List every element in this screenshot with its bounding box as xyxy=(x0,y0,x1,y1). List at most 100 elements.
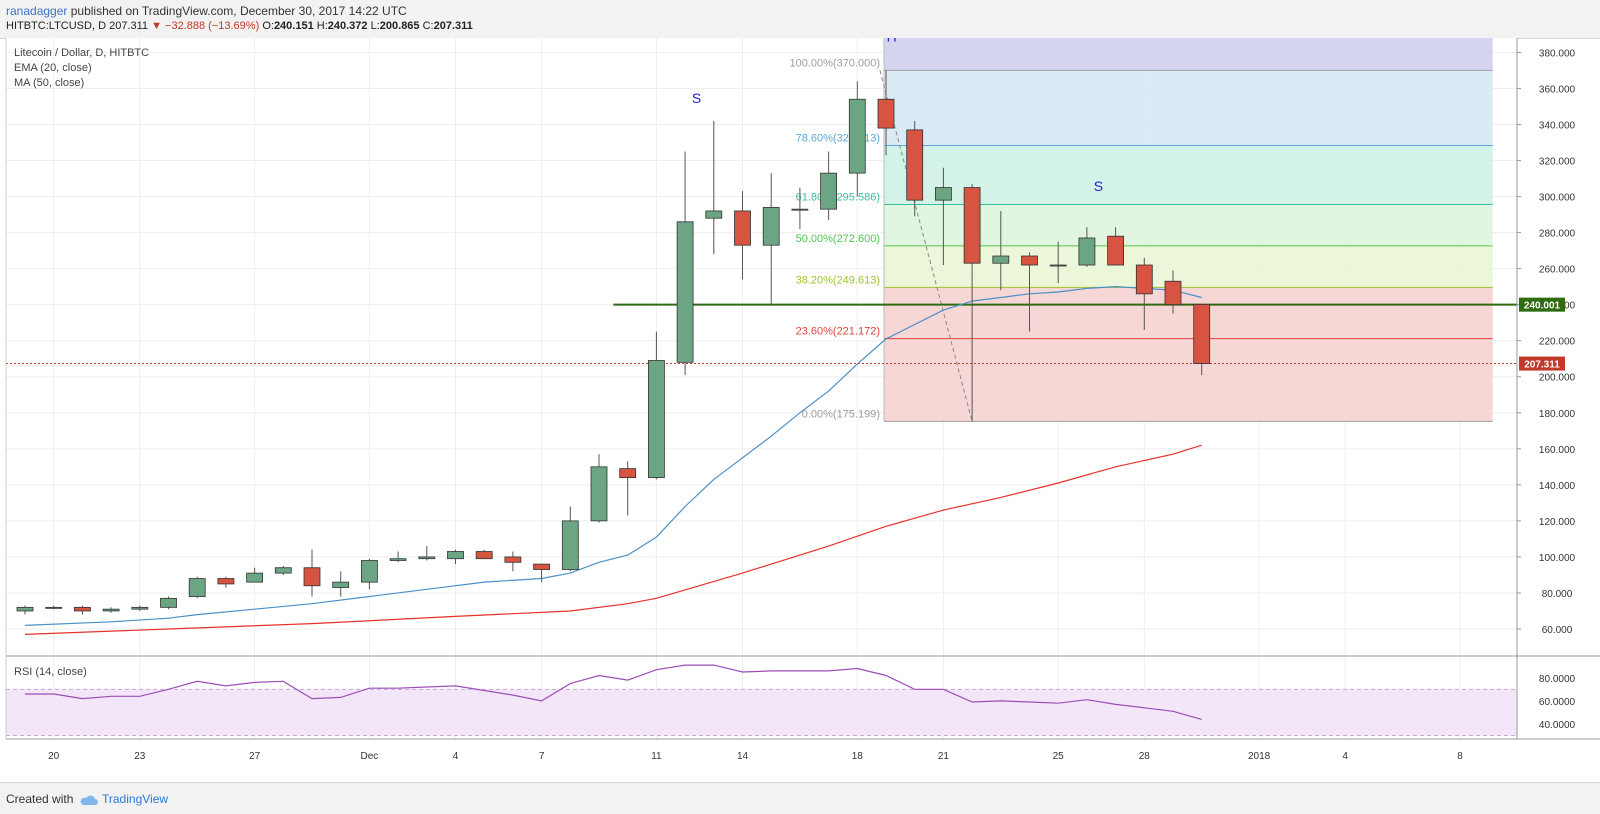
y-tick-label: 180.000 xyxy=(1539,409,1576,420)
candle-body xyxy=(619,468,637,479)
y-tick-label: 200.000 xyxy=(1539,373,1576,384)
candle xyxy=(648,331,665,480)
symbol-name: HITBTC:LTCUSD, D xyxy=(6,20,107,32)
candle xyxy=(935,167,952,266)
tradingview-brand: TradingView xyxy=(102,792,169,806)
y-tick-label: 340.000 xyxy=(1539,120,1576,131)
candle-body xyxy=(561,520,579,570)
candle xyxy=(74,605,91,615)
candle xyxy=(561,506,579,572)
fib-level-label: 61.80%(295.586) xyxy=(796,192,880,204)
candle xyxy=(820,151,837,220)
fib-zone xyxy=(884,204,1493,246)
last-price-value: 207.311 xyxy=(109,20,149,32)
y-tick-label: 320.000 xyxy=(1539,157,1576,168)
y-tick-label: 280.000 xyxy=(1539,229,1576,240)
candle xyxy=(131,605,149,611)
candle xyxy=(246,567,264,583)
candle xyxy=(217,576,235,588)
last-price-tag-bg xyxy=(1519,356,1565,371)
candle-body xyxy=(1107,235,1124,266)
symbol-quote-line: HITBTC:LTCUSD, D 207.311 ▼ −32.888 (−13.… xyxy=(6,20,473,32)
candle-body xyxy=(303,567,321,587)
candle xyxy=(533,563,550,583)
y-tick-label: 260.000 xyxy=(1539,265,1576,276)
ema-legend[interactable]: EMA (20, close) xyxy=(14,62,92,74)
chart-legend: Litecoin / Dollar, D, HITBTC EMA (20, cl… xyxy=(14,46,149,91)
candle-body xyxy=(188,578,206,597)
y-tick-label: 220.000 xyxy=(1539,337,1576,348)
candle-body xyxy=(1164,280,1182,306)
candle-body xyxy=(160,597,177,608)
candle xyxy=(303,549,321,597)
author-link[interactable]: ranadagger xyxy=(6,4,68,18)
candle-body xyxy=(102,608,120,612)
candle-body xyxy=(877,98,895,129)
y-tick-label: 120.000 xyxy=(1539,517,1576,528)
candle xyxy=(160,596,177,610)
x-tick-label: 18 xyxy=(852,751,864,762)
x-tick-label: 20 xyxy=(48,751,60,762)
candle-body xyxy=(131,606,149,610)
ema20-line xyxy=(24,285,1202,626)
x-tick-label: 4 xyxy=(453,751,459,762)
candle xyxy=(447,549,464,565)
candle xyxy=(1049,241,1067,284)
candle xyxy=(389,551,407,563)
candle-body xyxy=(389,558,407,561)
x-tick-label: 8 xyxy=(1457,751,1463,762)
rsi-band xyxy=(6,689,1517,736)
footer-bar: Created with TradingView xyxy=(0,782,1600,814)
y-tick-label: 60.000 xyxy=(1542,625,1573,636)
close-value: 207.311 xyxy=(433,20,473,32)
y-tick-label: 380.000 xyxy=(1539,48,1576,59)
candle-body xyxy=(1021,255,1038,266)
candle xyxy=(1078,227,1096,267)
candle xyxy=(360,558,378,590)
candle-body xyxy=(274,567,292,574)
candle xyxy=(45,605,63,610)
candle xyxy=(734,191,751,280)
fib-level-label: 38.20%(249.613) xyxy=(796,274,880,286)
candle-body xyxy=(475,551,493,560)
x-tick-label: 27 xyxy=(249,751,261,762)
candle-body xyxy=(45,606,63,609)
candle xyxy=(504,551,522,572)
x-tick-label: 14 xyxy=(737,751,749,762)
candle xyxy=(590,454,608,523)
candle-body xyxy=(590,466,608,522)
candle xyxy=(791,187,809,229)
rsi-tick-label: 60.0000 xyxy=(1539,697,1576,708)
candle-body xyxy=(648,360,665,479)
candle xyxy=(992,210,1010,291)
publish-text: published on TradingView.com, December 3… xyxy=(70,4,407,18)
x-tick-label: Dec xyxy=(361,751,379,762)
candle xyxy=(418,546,436,561)
fib-zone xyxy=(884,70,1493,146)
publish-info: ranadagger published on TradingView.com,… xyxy=(6,4,407,18)
candle xyxy=(963,183,981,422)
candle-body xyxy=(74,606,91,612)
header-bar: ranadagger published on TradingView.com,… xyxy=(0,0,1600,39)
candle xyxy=(332,571,350,597)
candle-body xyxy=(820,172,837,210)
x-tick-label: 23 xyxy=(134,751,146,762)
ma-legend[interactable]: MA (50, close) xyxy=(14,77,85,89)
symbol-legend[interactable]: Litecoin / Dollar, D, HITBTC xyxy=(14,47,150,59)
fib-zone xyxy=(884,287,1493,339)
price-chart[interactable]: 100.00%(370.000) 78.60%(328.313) 61.80%(29… xyxy=(0,38,1600,782)
candle xyxy=(676,151,694,375)
rsi-legend[interactable]: RSI (14, close) xyxy=(14,665,87,680)
candle-body xyxy=(360,560,378,583)
candle xyxy=(762,173,780,305)
candle xyxy=(102,607,120,613)
low-value: 200.865 xyxy=(379,20,420,32)
y-tick-label: 140.000 xyxy=(1539,481,1576,492)
candle-body xyxy=(848,98,866,174)
candle-body xyxy=(332,581,350,588)
candle xyxy=(274,565,292,575)
tradingview-logo[interactable]: TradingView xyxy=(80,792,168,806)
candle-body xyxy=(418,556,436,560)
pattern-label: H xyxy=(887,38,897,45)
candle-body xyxy=(16,606,34,612)
